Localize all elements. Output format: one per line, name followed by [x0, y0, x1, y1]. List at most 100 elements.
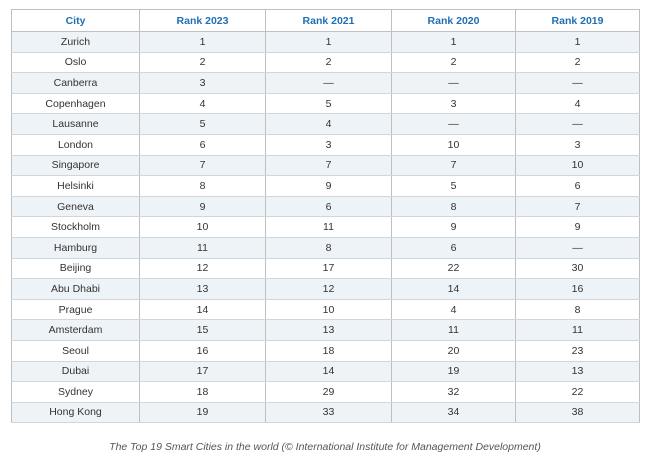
table-header-row: City Rank 2023 Rank 2021 Rank 2020 Rank … [11, 9, 640, 32]
cell-rank-2020: 14 [391, 278, 516, 300]
header-city: City [11, 9, 140, 32]
table-caption: The Top 19 Smart Cities in the world (© … [109, 441, 541, 453]
cell-rank-2021: 8 [265, 237, 392, 259]
cell-rank-2023: 1 [139, 31, 266, 53]
ranking-table-container: City Rank 2023 Rank 2021 Rank 2020 Rank … [11, 9, 640, 424]
cell-rank-2019: 4 [515, 93, 640, 115]
cell-rank-2019: 30 [515, 258, 640, 280]
cell-rank-2021: 12 [265, 278, 392, 300]
header-rank-2019: Rank 2019 [515, 9, 640, 32]
cell-city: Oslo [11, 52, 140, 74]
table-row: Beijing 12 17 22 30 [11, 258, 640, 280]
cell-rank-2021: 11 [265, 216, 392, 238]
cell-rank-2021: 6 [265, 196, 392, 218]
header-rank-2020: Rank 2020 [391, 9, 516, 32]
cell-rank-2023: 12 [139, 258, 266, 280]
cell-rank-2019: 22 [515, 381, 640, 403]
cell-rank-2021: 7 [265, 155, 392, 177]
cell-city: London [11, 134, 140, 156]
cell-rank-2020: 19 [391, 361, 516, 383]
cell-rank-2020: 9 [391, 216, 516, 238]
cell-rank-2020: 8 [391, 196, 516, 218]
cell-rank-2021: 4 [265, 113, 392, 135]
table-row: Amsterdam 15 13 11 11 [11, 319, 640, 341]
table-row: Sydney 18 29 32 22 [11, 381, 640, 403]
cell-rank-2021: 17 [265, 258, 392, 280]
cell-city: Geneva [11, 196, 140, 218]
table-row: Dubai 17 14 19 13 [11, 361, 640, 383]
table-body: Zurich 1 1 1 1 Oslo 2 2 2 2 Canberra 3— — — Copenhagen… [11, 31, 640, 424]
cell-rank-2021: 33 [265, 402, 392, 424]
cell-city: Zurich [11, 31, 140, 53]
cell-rank-2019: 3 [515, 134, 640, 156]
cell-city: Abu Dhabi [11, 278, 140, 300]
cell-rank-2020: 5 [391, 175, 516, 197]
cell-rank-2021: 10 [265, 299, 392, 321]
cell-rank-2020: 7 [391, 155, 516, 177]
cell-rank-2020: 32 [391, 381, 516, 403]
table-row: Stockholm 10 11 9 9 [11, 216, 640, 238]
cell-rank-2023: 3 [139, 72, 266, 94]
cell-rank-2023: 17 [139, 361, 266, 383]
cell-rank-2020: 20 [391, 340, 516, 362]
cell-rank-2023: 8 [139, 175, 266, 197]
cell-rank-2019: — [515, 113, 640, 135]
cell-rank-2023: 5 [139, 113, 266, 135]
table-row: Lausanne 5 4— — [11, 113, 640, 135]
cell-city: Lausanne [11, 113, 140, 135]
table-row: Hong Kong 19 33 34 38 [11, 402, 640, 424]
table-row: Oslo 2 2 2 2 [11, 52, 640, 74]
cell-rank-2021: 14 [265, 361, 392, 383]
cell-rank-2020: — [391, 72, 516, 94]
cell-rank-2019: 9 [515, 216, 640, 238]
cell-city: Dubai [11, 361, 140, 383]
cell-rank-2021: 1 [265, 31, 392, 53]
cell-rank-2023: 2 [139, 52, 266, 74]
cell-city: Hamburg [11, 237, 140, 259]
cell-rank-2023: 7 [139, 155, 266, 177]
cell-rank-2021: 9 [265, 175, 392, 197]
cell-city: Amsterdam [11, 319, 140, 341]
cell-rank-2019: 38 [515, 402, 640, 424]
cell-rank-2019: — [515, 72, 640, 94]
cell-city: Seoul [11, 340, 140, 362]
cell-rank-2020: — [391, 113, 516, 135]
cell-rank-2023: 13 [139, 278, 266, 300]
cell-city: Stockholm [11, 216, 140, 238]
cell-rank-2020: 11 [391, 319, 516, 341]
cell-rank-2020: 1 [391, 31, 516, 53]
cell-rank-2019: 10 [515, 155, 640, 177]
cell-rank-2019: 11 [515, 319, 640, 341]
cell-rank-2023: 9 [139, 196, 266, 218]
cell-rank-2020: 6 [391, 237, 516, 259]
table-row: Seoul 16 18 20 23 [11, 340, 640, 362]
table-row: Copenhagen 4 5 3 4 [11, 93, 640, 115]
cell-rank-2020: 10 [391, 134, 516, 156]
cell-rank-2021: 2 [265, 52, 392, 74]
cell-rank-2023: 18 [139, 381, 266, 403]
cell-rank-2023: 4 [139, 93, 266, 115]
cell-city: Hong Kong [11, 402, 140, 424]
cell-rank-2021: 3 [265, 134, 392, 156]
table-row: Hamburg 11 8 6— [11, 237, 640, 259]
cell-rank-2019: 13 [515, 361, 640, 383]
table-row: Helsinki 8 9 5 6 [11, 175, 640, 197]
cell-city: Sydney [11, 381, 140, 403]
cell-rank-2019: 16 [515, 278, 640, 300]
table-row: London 6 3 10 3 [11, 134, 640, 156]
cell-rank-2023: 15 [139, 319, 266, 341]
cell-rank-2023: 14 [139, 299, 266, 321]
cell-rank-2020: 2 [391, 52, 516, 74]
cell-rank-2020: 4 [391, 299, 516, 321]
cell-rank-2019: 23 [515, 340, 640, 362]
cell-rank-2019: 8 [515, 299, 640, 321]
cell-rank-2019: — [515, 237, 640, 259]
cell-rank-2019: 1 [515, 31, 640, 53]
cell-rank-2023: 16 [139, 340, 266, 362]
cell-rank-2020: 34 [391, 402, 516, 424]
cell-rank-2019: 2 [515, 52, 640, 74]
header-rank-2023: Rank 2023 [139, 9, 266, 32]
cell-rank-2023: 6 [139, 134, 266, 156]
smart-cities-ranking-table: City Rank 2023 Rank 2021 Rank 2020 Rank … [11, 9, 640, 424]
cell-rank-2020: 3 [391, 93, 516, 115]
